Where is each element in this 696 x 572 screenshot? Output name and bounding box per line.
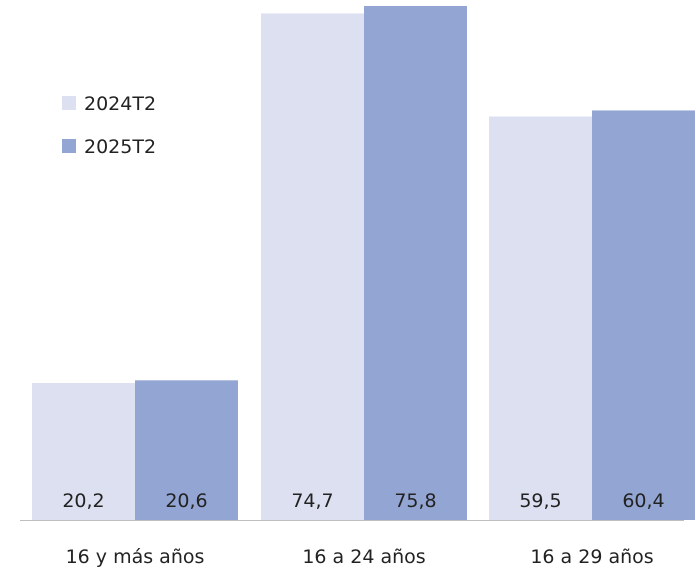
bar-2025t2-3 bbox=[592, 110, 695, 521]
bar-2025t2-2 bbox=[364, 6, 467, 520]
bar-2024t2-2 bbox=[261, 13, 364, 520]
value-label-2025t2-3: 60,4 bbox=[622, 490, 664, 512]
category-labels-group: 16 y más años 16 a 24 años 16 a 29 años bbox=[66, 546, 654, 568]
category-label-2: 16 a 24 años bbox=[302, 546, 425, 568]
value-label-2025t2-2: 75,8 bbox=[394, 490, 436, 512]
legend: 2024T2 2025T2 bbox=[62, 93, 156, 158]
bar-2025t2-1 bbox=[135, 380, 238, 520]
bar-2024t2-3 bbox=[489, 116, 592, 521]
value-label-2024t2-2: 74,7 bbox=[291, 490, 333, 512]
legend-swatch-2024t2 bbox=[62, 96, 76, 110]
value-labels-group: 20,2 20,6 74,7 75,8 59,5 60,4 bbox=[62, 490, 664, 512]
value-label-2024t2-1: 20,2 bbox=[62, 490, 104, 512]
category-label-3: 16 a 29 años bbox=[530, 546, 653, 568]
legend-swatch-2025t2 bbox=[62, 139, 76, 153]
legend-label-2025t2: 2025T2 bbox=[84, 136, 156, 158]
category-label-1: 16 y más años bbox=[66, 546, 205, 568]
bars-group bbox=[32, 6, 695, 521]
legend-label-2024t2: 2024T2 bbox=[84, 93, 156, 115]
value-label-2024t2-3: 59,5 bbox=[519, 490, 561, 512]
bar-2024t2-1 bbox=[32, 383, 135, 520]
value-label-2025t2-1: 20,6 bbox=[165, 490, 207, 512]
